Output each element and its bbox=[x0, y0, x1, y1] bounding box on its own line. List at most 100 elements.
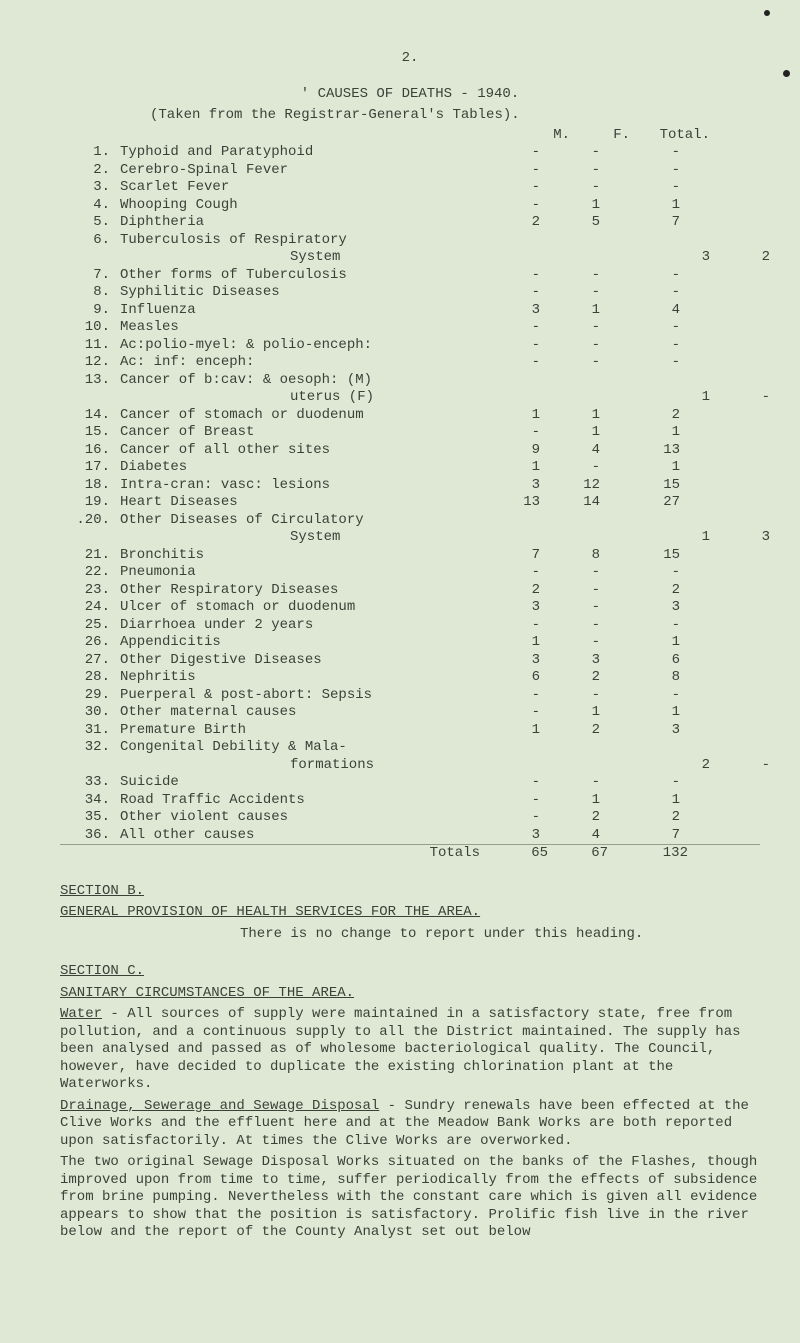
row-total: - bbox=[600, 564, 680, 582]
row-m: - bbox=[480, 179, 540, 197]
table-row: 25.Diarrhoea under 2 years--- bbox=[60, 617, 760, 635]
row-total: 8 bbox=[600, 669, 680, 687]
header-m: M. bbox=[510, 127, 570, 145]
totals-row: Totals 65 67 132 bbox=[60, 844, 760, 863]
row-m: 3 bbox=[480, 599, 540, 617]
row-m: - bbox=[480, 792, 540, 810]
row-f: 1 bbox=[540, 197, 600, 215]
water-paragraph: Water - All sources of supply were maint… bbox=[60, 1006, 760, 1094]
table-row: 14.Cancer of stomach or duodenum112 bbox=[60, 407, 760, 425]
row-total: - bbox=[600, 354, 680, 372]
row-f: - bbox=[540, 354, 600, 372]
row-m: 3 bbox=[650, 249, 710, 267]
row-total: 2 bbox=[600, 809, 680, 827]
row-f: - bbox=[710, 389, 770, 407]
row-total: 2 bbox=[600, 582, 680, 600]
row-m: 1 bbox=[480, 459, 540, 477]
water-text: - All sources of supply were maintained … bbox=[60, 1006, 741, 1092]
table-row: 29.Puerperal & post-abort: Sepsis--- bbox=[60, 687, 760, 705]
row-f: - bbox=[540, 337, 600, 355]
row-total: - bbox=[600, 144, 680, 162]
section-c-title-text: SANITARY CIRCUMSTANCES OF THE AREA. bbox=[60, 985, 354, 1001]
row-description: Whooping Cough bbox=[120, 197, 480, 215]
row-f: 5 bbox=[540, 214, 600, 232]
row-f: - bbox=[540, 179, 600, 197]
row-total: - bbox=[600, 162, 680, 180]
row-f: 1 bbox=[540, 302, 600, 320]
row-f: - bbox=[540, 582, 600, 600]
row-f: - bbox=[540, 319, 600, 337]
row-number: 17. bbox=[60, 459, 120, 477]
row-total: - bbox=[600, 617, 680, 635]
table-row: 31.Premature Birth123 bbox=[60, 722, 760, 740]
row-total: 3 bbox=[600, 722, 680, 740]
row-number: 36. bbox=[60, 827, 120, 845]
row-description: Diabetes bbox=[120, 459, 480, 477]
row-total: - bbox=[600, 774, 680, 792]
row-total: 15 bbox=[600, 547, 680, 565]
row-number: 30. bbox=[60, 704, 120, 722]
row-total: 1 bbox=[600, 792, 680, 810]
row-m: - bbox=[480, 617, 540, 635]
table-row: 32.Congenital Debility & Mala- bbox=[60, 739, 760, 757]
artifact-dot bbox=[764, 10, 770, 16]
row-f: 2 bbox=[540, 722, 600, 740]
table-row: 12.Ac: inf: enceph:--- bbox=[60, 354, 760, 372]
row-m: - bbox=[480, 267, 540, 285]
row-f: 8 bbox=[540, 547, 600, 565]
table-row: 11.Ac:polio-myel: & polio-enceph:--- bbox=[60, 337, 760, 355]
drainage-label: Drainage, Sewerage and Sewage Disposal bbox=[60, 1098, 379, 1114]
row-total: - bbox=[600, 337, 680, 355]
row-number: 6. bbox=[60, 232, 120, 250]
table-row: 18.Intra-cran: vasc: lesions31215 bbox=[60, 477, 760, 495]
row-m: 3 bbox=[480, 302, 540, 320]
row-f: 4 bbox=[540, 442, 600, 460]
row-total: 3 bbox=[600, 599, 680, 617]
row-description: Appendicitis bbox=[120, 634, 480, 652]
table-row: 26.Appendicitis1-1 bbox=[60, 634, 760, 652]
row-f: - bbox=[540, 162, 600, 180]
row-total: 7 bbox=[600, 827, 680, 845]
row-total: - bbox=[600, 179, 680, 197]
row-number: 7. bbox=[60, 267, 120, 285]
table-row: 15.Cancer of Breast-11 bbox=[60, 424, 760, 442]
row-number: 27. bbox=[60, 652, 120, 670]
row-m: - bbox=[480, 162, 540, 180]
row-m: 6 bbox=[480, 669, 540, 687]
row-total: 13 bbox=[600, 442, 680, 460]
row-m: 13 bbox=[480, 494, 540, 512]
header-blank bbox=[150, 127, 510, 145]
row-m: - bbox=[480, 704, 540, 722]
row-total: 1 bbox=[600, 197, 680, 215]
table-row: 36.All other causes347 bbox=[60, 827, 760, 845]
row-number: 23. bbox=[60, 582, 120, 600]
drainage-paragraph-1: Drainage, Sewerage and Sewage Disposal -… bbox=[60, 1098, 760, 1151]
row-f: - bbox=[540, 284, 600, 302]
row-m: 2 bbox=[650, 757, 710, 775]
row-f: 14 bbox=[540, 494, 600, 512]
row-description: Scarlet Fever bbox=[120, 179, 480, 197]
row-total: - bbox=[600, 687, 680, 705]
row-f: 3 bbox=[710, 529, 770, 547]
row-number: 26. bbox=[60, 634, 120, 652]
table-row: 5.Diphtheria257 bbox=[60, 214, 760, 232]
row-number: 33. bbox=[60, 774, 120, 792]
row-description: Other Respiratory Diseases bbox=[120, 582, 480, 600]
row-number: 3. bbox=[60, 179, 120, 197]
row-m: - bbox=[480, 564, 540, 582]
row-description: Bronchitis bbox=[120, 547, 480, 565]
drainage-paragraph-2: The two original Sewage Disposal Works s… bbox=[60, 1154, 760, 1242]
water-label: Water bbox=[60, 1006, 102, 1022]
row-total: 4 bbox=[770, 529, 800, 547]
row-number: .20. bbox=[60, 512, 120, 530]
row-number: 32. bbox=[60, 739, 120, 757]
row-description: Ac: inf: enceph: bbox=[120, 354, 480, 372]
row-number: 31. bbox=[60, 722, 120, 740]
table-row: 13.Cancer of b:cav: & oesoph: (M) bbox=[60, 372, 760, 390]
row-description: System bbox=[120, 249, 650, 267]
row-description: Heart Diseases bbox=[120, 494, 480, 512]
row-number: 5. bbox=[60, 214, 120, 232]
table-row: 19.Heart Diseases131427 bbox=[60, 494, 760, 512]
table-row: 3.Scarlet Fever--- bbox=[60, 179, 760, 197]
row-m: - bbox=[480, 687, 540, 705]
